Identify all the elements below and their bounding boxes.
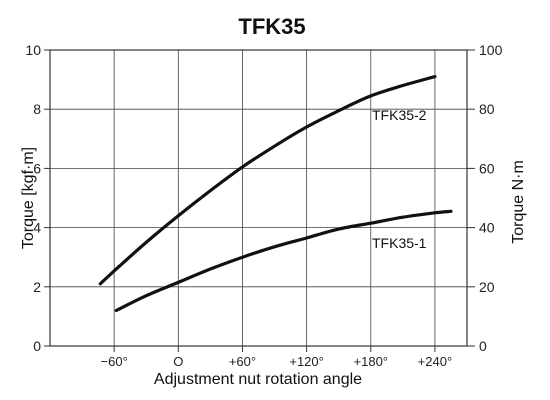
left-y-tick-label: 10 <box>25 42 41 58</box>
right-y-axis: 0 20 40 60 80 100 <box>467 42 503 354</box>
series-line-tfk35-2 <box>98 75 437 286</box>
x-tick-label: O <box>173 354 183 369</box>
left-y-tick-label: 8 <box>33 101 41 117</box>
x-tick-label: +60° <box>229 354 256 369</box>
x-tick-label: +120° <box>289 354 323 369</box>
x-axis: −60° O +60° +120° +180° +240° <box>101 346 452 369</box>
series-label-tfk35-1: TFK35-1 <box>372 235 427 251</box>
x-tick-label: +180° <box>354 354 388 369</box>
right-y-tick-label: 60 <box>479 160 495 176</box>
left-y-axis: 0 2 4 6 8 10 <box>25 42 50 354</box>
x-tick-label: −60° <box>101 354 128 369</box>
right-y-tick-label: 80 <box>479 101 495 117</box>
right-y-tick-label: 0 <box>479 338 487 354</box>
left-y-tick-label: 2 <box>33 279 41 295</box>
x-axis-label: Adjustment nut rotation angle <box>154 371 362 388</box>
left-y-tick-label: 6 <box>33 160 41 176</box>
right-y-tick-label: 100 <box>479 42 503 58</box>
left-y-axis-label: Torque [kgf·m] <box>20 147 37 249</box>
series-layer: TFK35-2 TFK35-1 <box>98 75 453 313</box>
left-y-tick-label: 0 <box>33 338 41 354</box>
x-tick-label: +240° <box>418 354 452 369</box>
right-y-axis-label: Torque N·m <box>510 160 527 244</box>
right-y-tick-label: 20 <box>479 279 495 295</box>
right-y-tick-label: 40 <box>479 220 495 236</box>
series-line-tfk35-1 <box>114 209 453 313</box>
plot-frame <box>49 49 468 347</box>
series-label-tfk35-2: TFK35-2 <box>372 107 427 123</box>
grid <box>50 50 467 346</box>
chart-title: TFK35 <box>238 14 305 39</box>
left-y-tick-label: 4 <box>33 220 41 236</box>
